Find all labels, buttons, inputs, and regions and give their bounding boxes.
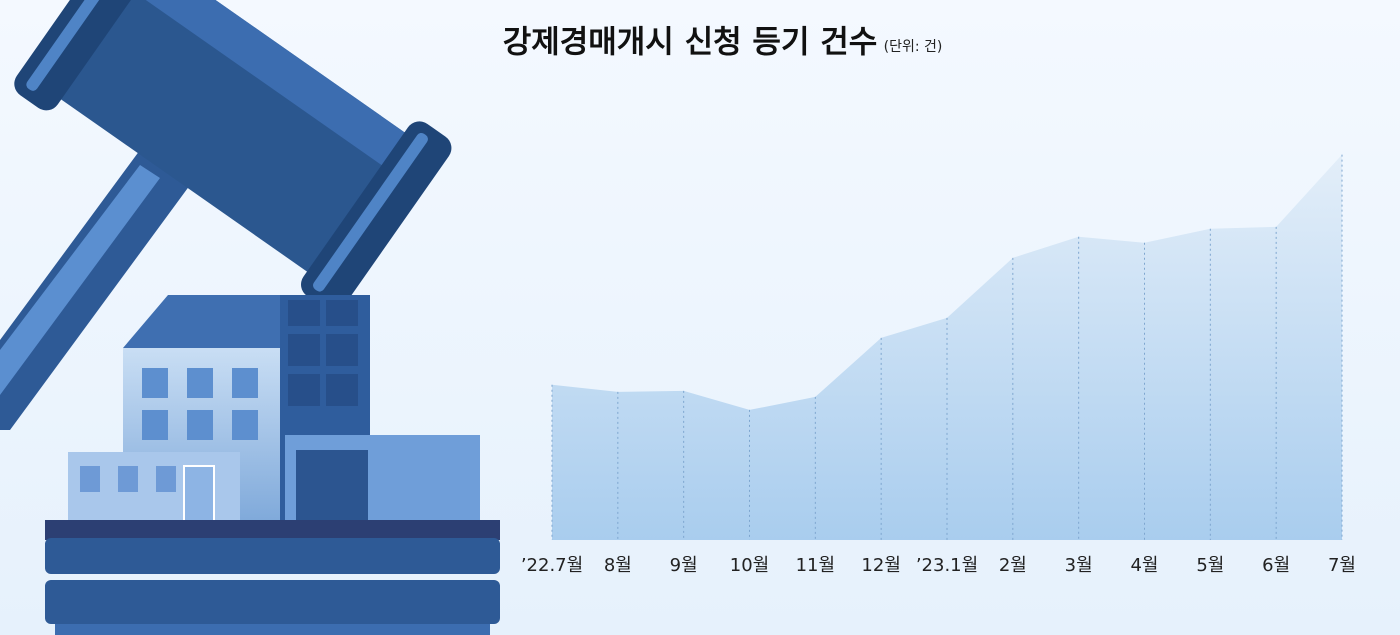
x-tick-label: 2월	[999, 555, 1027, 576]
chart-subtitle: (단위: 건)	[884, 39, 943, 55]
chart-title: 강제경매개시 신청 등기 건수	[503, 25, 878, 61]
x-tick-label: ’23.1월	[916, 555, 978, 576]
x-tick-label: 11월	[796, 555, 835, 576]
x-tick-label: 6월	[1262, 555, 1290, 576]
x-tick-label: 10월	[730, 555, 769, 576]
x-tick-label: 7월	[1328, 555, 1356, 576]
x-tick-label: 4월	[1130, 555, 1158, 576]
plot-area: ’22.7월 8월 9월 10월 11월 12월 ’23.1월 2월 3월 4월 5월 6월 7월	[521, 154, 1356, 576]
x-tick-label: 9월	[670, 555, 698, 576]
x-tick-label: 12월	[861, 555, 900, 576]
x-tick-label: 8월	[604, 555, 632, 576]
x-tick-label: 3월	[1065, 555, 1093, 576]
x-tick-label: 5월	[1196, 555, 1224, 576]
gavel-illustration	[0, 0, 452, 430]
building-illustration	[45, 295, 500, 635]
x-tick-label: ’22.7월	[521, 555, 583, 576]
